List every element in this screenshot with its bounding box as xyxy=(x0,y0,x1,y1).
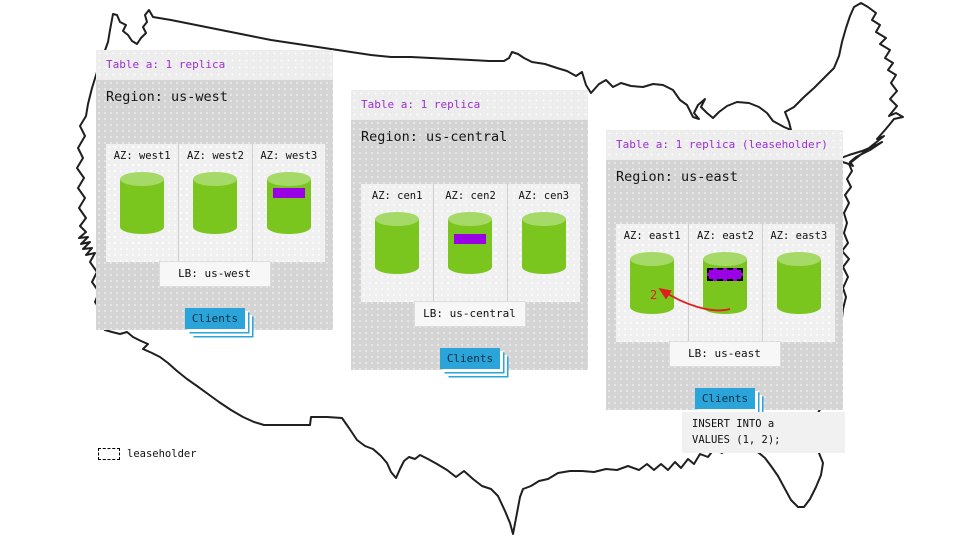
az-label: AZ: cen3 xyxy=(518,190,570,202)
az-label: AZ: east1 xyxy=(623,230,681,242)
table-note: Table a: 1 replica (leaseholder) xyxy=(606,130,843,160)
az-cell-east1: AZ: east1 xyxy=(616,224,690,342)
az-cell-west2: AZ: west2 xyxy=(179,144,253,262)
az-grid: AZ: east1 AZ: east2 AZ: east3 xyxy=(616,224,835,342)
replica-band xyxy=(454,234,487,244)
az-label: AZ: west3 xyxy=(260,150,318,162)
az-cell-cen3: AZ: cen3 xyxy=(508,184,580,302)
az-grid: AZ: cen1 AZ: cen2 AZ: cen3 xyxy=(361,184,580,302)
arrow-step-label: 2 xyxy=(650,288,658,302)
region-body: Region: us-central AZ: cen1 AZ: cen2 AZ:… xyxy=(351,120,588,370)
az-grid: AZ: west1 AZ: west2 AZ: west3 xyxy=(106,144,325,262)
az-label: AZ: cen2 xyxy=(445,190,496,202)
sql-line: VALUES (1, 2); xyxy=(692,433,781,446)
replica-band xyxy=(272,188,305,198)
table-note: Table a: 1 replica xyxy=(351,90,588,120)
az-cell-east3: AZ: east3 xyxy=(763,224,835,342)
database-node-icon xyxy=(630,252,675,314)
az-label: AZ: west1 xyxy=(113,150,171,162)
database-node-icon xyxy=(521,212,566,274)
region-title: Region: us-west xyxy=(106,89,228,105)
sql-statement-box: INSERT INTO a VALUES (1, 2); xyxy=(682,412,845,453)
database-node-icon xyxy=(448,212,493,274)
load-balancer: LB: us-east xyxy=(668,341,781,367)
database-node-icon xyxy=(266,172,311,234)
sql-line: INSERT INTO a xyxy=(692,418,775,430)
load-balancer: LB: us-central xyxy=(413,301,526,327)
database-node-icon xyxy=(193,172,238,234)
load-balancer: LB: us-west xyxy=(158,261,271,287)
clients-box: Clients xyxy=(185,308,245,329)
us-map-path xyxy=(76,2,904,535)
az-label: AZ: east3 xyxy=(770,230,828,242)
region-title: Region: us-central xyxy=(361,129,508,145)
clients-box: Clients xyxy=(695,388,755,409)
database-node-icon xyxy=(120,172,165,234)
region-panel-us-east: Table a: 1 replica (leaseholder) Region:… xyxy=(606,130,843,410)
az-cell-cen1: AZ: cen1 xyxy=(361,184,435,302)
region-title: Region: us-east xyxy=(616,169,738,185)
legend-label: leaseholder xyxy=(127,448,197,460)
az-label: AZ: west2 xyxy=(187,150,244,162)
leaseholder-band xyxy=(707,268,744,281)
az-cell-west1: AZ: west1 xyxy=(106,144,180,262)
database-node-icon xyxy=(703,252,748,314)
az-cell-cen2: AZ: cen2 xyxy=(434,184,508,302)
region-body: Region: us-east AZ: east1 AZ: east2 AZ: … xyxy=(606,160,843,410)
region-panel-us-west: Table a: 1 replica Region: us-west AZ: w… xyxy=(96,50,333,330)
az-cell-west3: AZ: west3 xyxy=(253,144,325,262)
az-label: AZ: cen1 xyxy=(371,190,423,202)
region-body: Region: us-west AZ: west1 AZ: west2 AZ: … xyxy=(96,80,333,330)
clients-box: Clients xyxy=(440,348,500,369)
legend: leaseholder xyxy=(98,448,197,460)
az-cell-east2: AZ: east2 xyxy=(689,224,763,342)
table-note: Table a: 1 replica xyxy=(96,50,333,80)
database-node-icon xyxy=(776,252,821,314)
database-node-icon xyxy=(375,212,420,274)
region-panel-us-central: Table a: 1 replica Region: us-central AZ… xyxy=(351,90,588,370)
leaseholder-swatch-icon xyxy=(98,448,120,460)
az-label: AZ: east2 xyxy=(697,230,754,242)
